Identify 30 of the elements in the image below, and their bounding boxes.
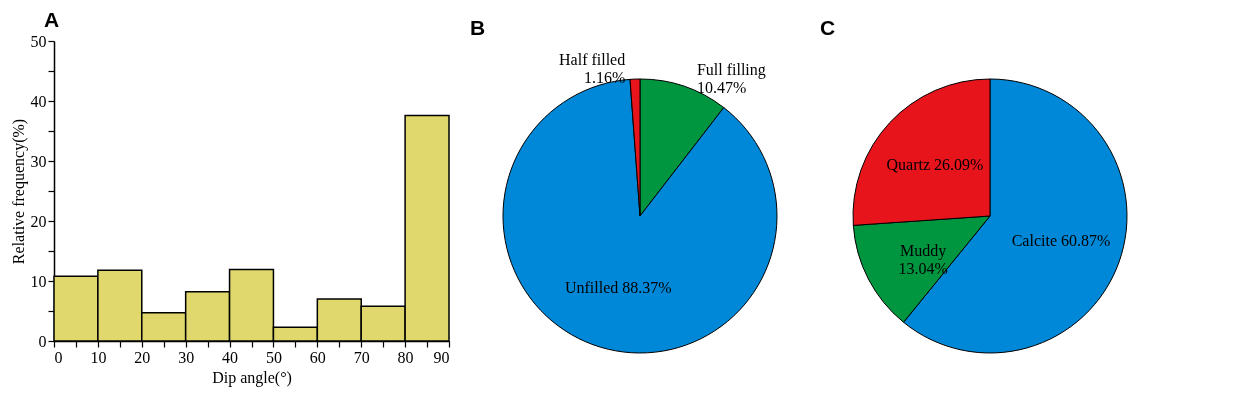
- y-tick-label: 10: [30, 272, 47, 290]
- x-tick-label: 10: [90, 348, 107, 366]
- y-axis-title: Relative frequency(%): [9, 118, 28, 265]
- x-tick-label: 90: [433, 348, 450, 366]
- data-label: 10.47%: [696, 79, 747, 97]
- x-tick-label: 30: [178, 348, 195, 366]
- y-tick-label: 50: [30, 32, 47, 50]
- x-tick-label: 0: [54, 348, 63, 366]
- x-tick-label: 50: [265, 348, 282, 366]
- slice-label: Half filled: [559, 50, 626, 68]
- data-label: 1.16%: [583, 68, 626, 86]
- chart-title: A: [44, 8, 60, 31]
- slice-label: Full filling: [696, 61, 766, 80]
- x-tick-label: 60: [309, 348, 326, 366]
- x-tick-label: 80: [397, 348, 414, 366]
- x-tick-label: 40: [222, 348, 239, 366]
- x-tick-label: 70: [353, 348, 370, 366]
- y-tick-label: 30: [30, 152, 47, 170]
- x-axis-title: Dip angle(°): [212, 368, 292, 387]
- slice-label: Calcite 60.87%: [1011, 232, 1111, 250]
- chart-title: B: [470, 16, 486, 39]
- data-label: 13.04%: [898, 259, 948, 277]
- y-tick-label: 20: [30, 212, 47, 230]
- slice-label: Quartz 26.09%: [886, 155, 984, 173]
- y-tick-label: 0: [38, 332, 47, 350]
- chart-title: C: [820, 16, 836, 39]
- slice-label: Unfilled 88.37%: [564, 279, 672, 297]
- x-tick-label: 20: [134, 348, 151, 366]
- y-tick-label: 40: [30, 92, 47, 110]
- slice-label: Muddy: [899, 241, 947, 260]
